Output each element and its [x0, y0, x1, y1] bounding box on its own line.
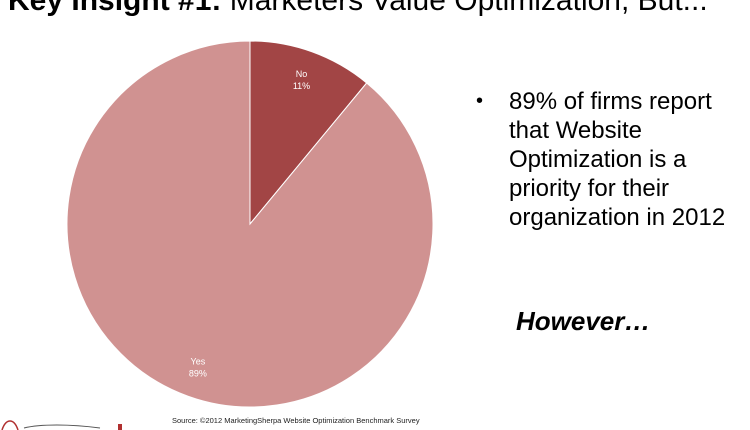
marketingsherpa-logo — [0, 416, 140, 430]
pie-slice-no — [249, 40, 368, 226]
pie-label-yes: Yes 89% — [189, 357, 207, 379]
insight-text: 89% of firms report that Website Optimiz… — [509, 88, 726, 231]
slide-title-bold: Key Insight #1: — [8, 0, 222, 17]
however-callout: However… — [516, 306, 651, 336]
pie-chart: No 11% Yes 89% — [66, 40, 434, 408]
insight-bullet-item: • 89% of firms report that Website Optim… — [476, 87, 746, 232]
source-footnote: Source: ©2012 MarketingSherpa Website Op… — [172, 416, 420, 425]
pie-slice-yes — [66, 40, 434, 408]
slide-title-rest: Marketers Value Optimization, But... — [221, 0, 708, 17]
pie-chart-svg: No 11% Yes 89% — [66, 40, 434, 408]
bullet-marker: • — [476, 90, 484, 112]
slide-title: Key Insight #1: Marketers Value Optimiza… — [8, 0, 748, 18]
pie-label-no: No 11% — [293, 69, 310, 91]
